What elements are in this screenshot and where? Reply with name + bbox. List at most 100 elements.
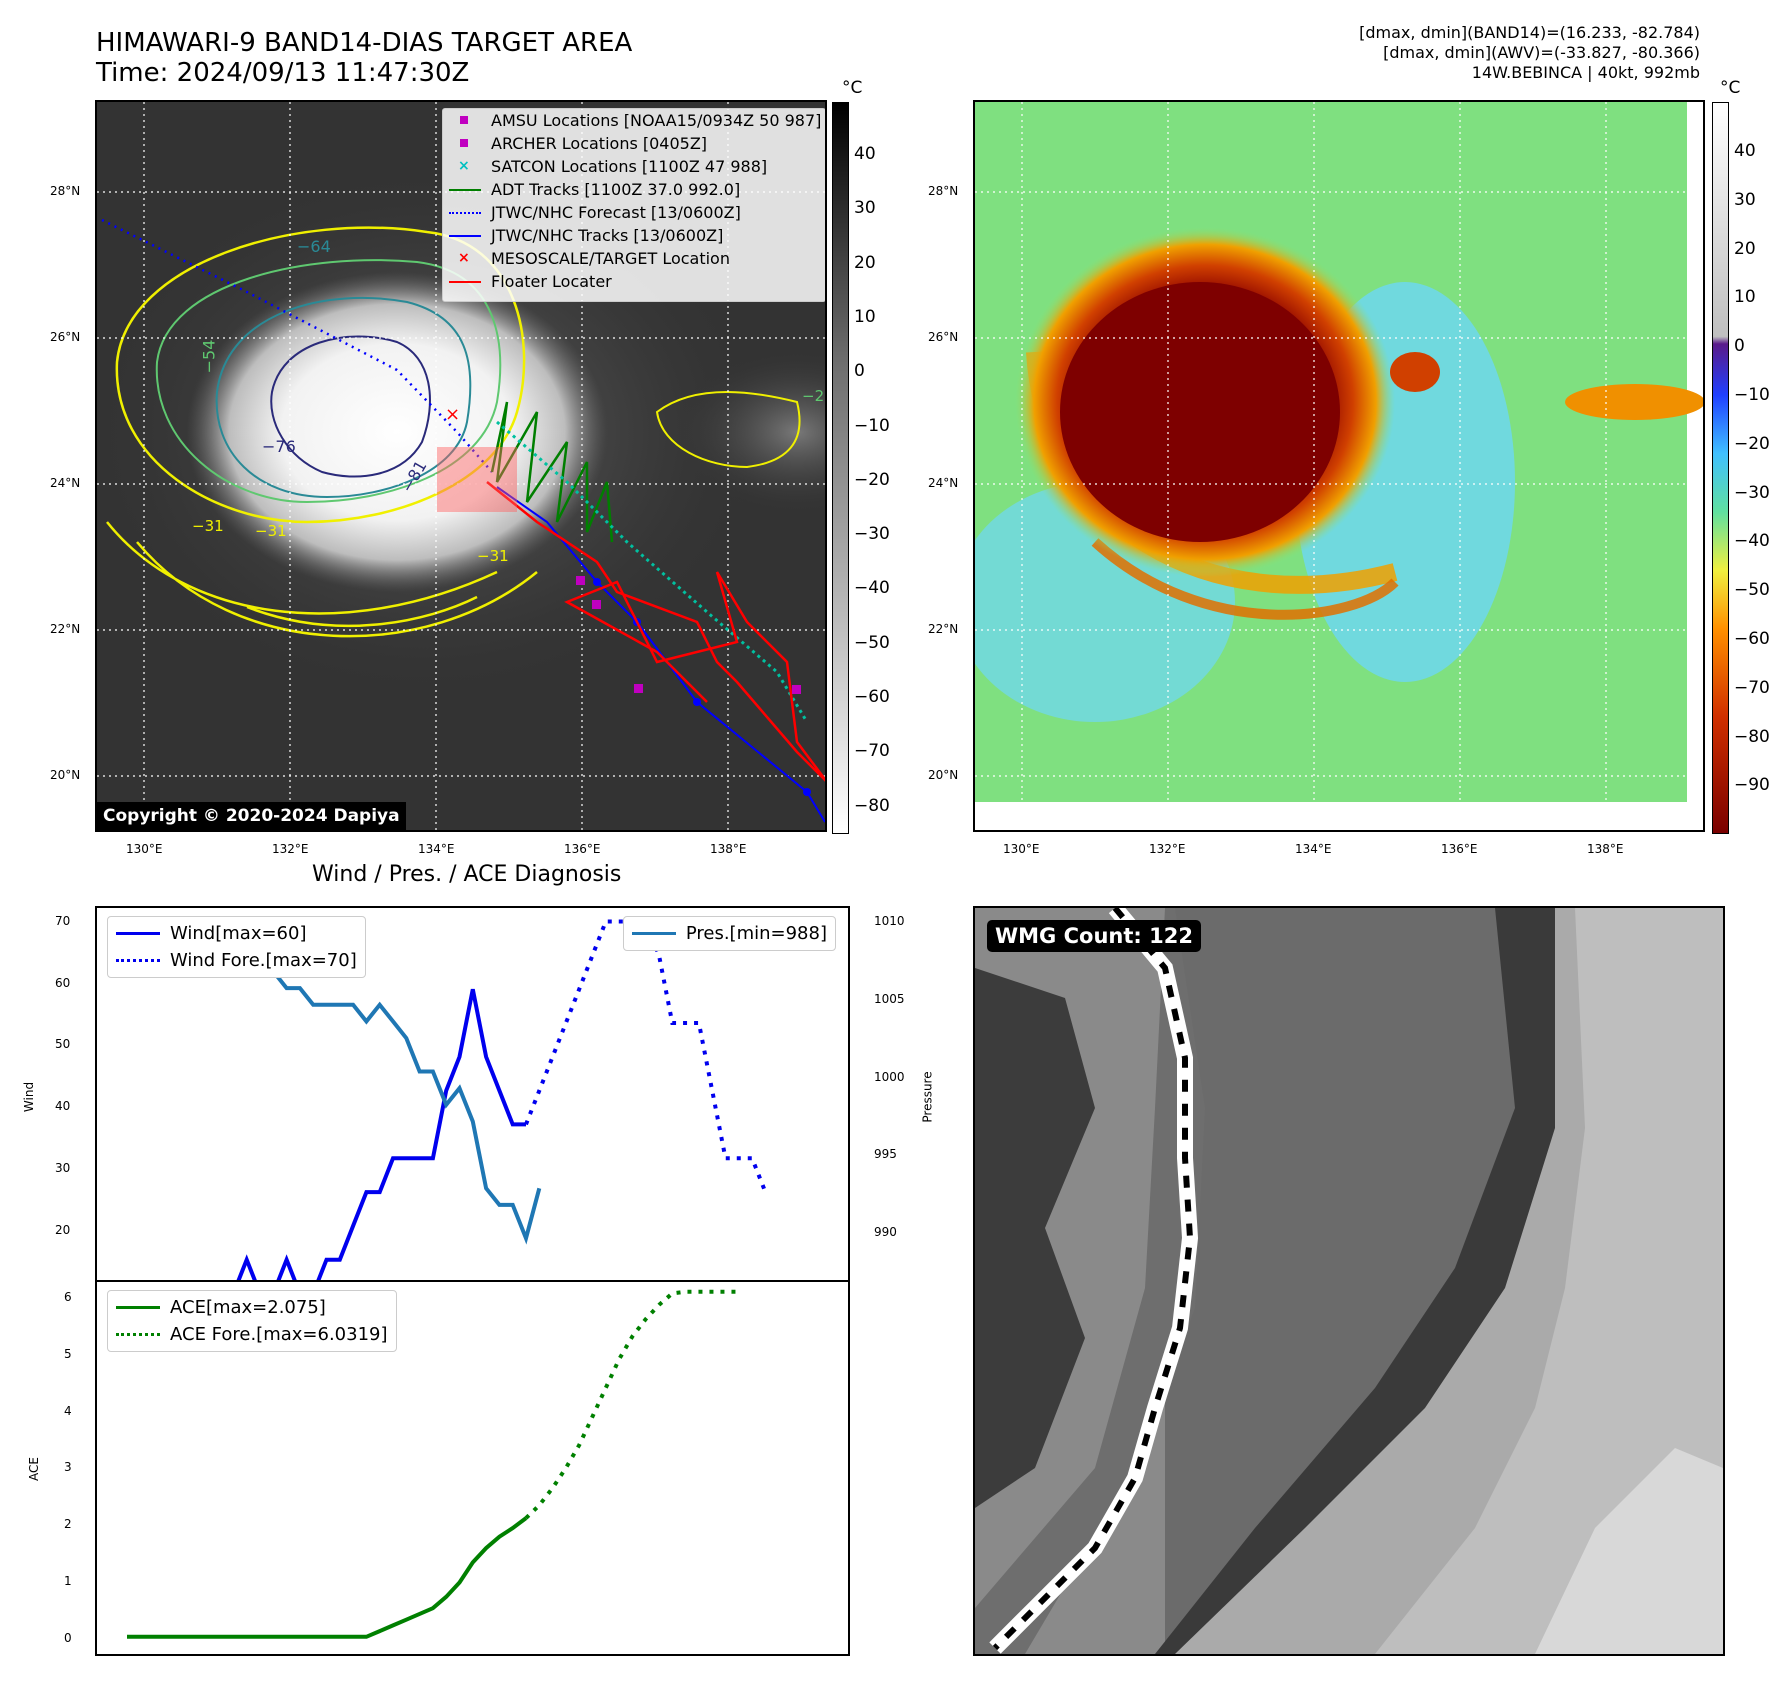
right-colorbar: [1712, 102, 1729, 834]
colorbar-tick: −60: [854, 687, 890, 707]
jtwc-forecast-line: [101, 218, 493, 473]
wmg-svg: [975, 908, 1723, 1654]
lon-tick: 132°E: [1149, 842, 1186, 856]
dotted-line-icon: [449, 212, 481, 214]
lat-tick: 22°N: [928, 622, 959, 636]
colorbar-tick: −10: [854, 415, 890, 436]
wind-tick: 40: [55, 1099, 71, 1114]
contour-label-1: −64: [297, 237, 331, 256]
ace-tick: 5: [64, 1346, 72, 1361]
colorbar-tick: −80: [854, 795, 890, 816]
colorbar-tick: −50: [854, 632, 890, 653]
legend-wind: Wind[max=60]: [116, 920, 357, 947]
amsu-archer-markers: [576, 576, 801, 694]
colorbar-tick: −30: [854, 524, 890, 545]
contour-label-3: −76: [262, 437, 296, 456]
pressure-tick: 1005: [874, 991, 905, 1006]
wind-ylabel: Wind: [22, 1081, 37, 1113]
satcon-track: [496, 420, 809, 723]
left-colorbar-unit: °C: [842, 78, 863, 98]
contour-minus31: [115, 226, 526, 524]
line-icon: [116, 932, 160, 935]
square-icon: [460, 139, 468, 147]
line-dot-icon: [449, 235, 481, 237]
lat-tick: 26°N: [928, 330, 959, 344]
colorbar-tick: 30: [854, 198, 876, 219]
line-icon: [116, 1306, 160, 1309]
wind-tick: 60: [55, 975, 71, 990]
legend-target: × MESOSCALE/TARGET Location: [458, 249, 730, 268]
line-icon: [449, 281, 481, 283]
diag-title: Wind / Pres. / ACE Diagnosis: [312, 862, 622, 887]
lat-tick: 28°N: [928, 184, 959, 198]
wind-tick: 20: [55, 1222, 71, 1237]
legend-ace-fore: ACE Fore.[max=6.0319]: [116, 1321, 388, 1348]
wind-legend: Wind[max=60] Wind Fore.[max=70]: [107, 916, 366, 978]
ace-tick: 6: [64, 1290, 72, 1304]
x-icon: ×: [458, 250, 470, 266]
lon-tick: 130°E: [1003, 842, 1040, 856]
legend-jtwc-forecast: JTWC/NHC Forecast [13/0600Z]: [443, 201, 825, 224]
pressure-legend: Pres.[min=988]: [622, 916, 836, 951]
colorbar-tick: 30: [1734, 189, 1756, 210]
dry-band-inner: [1091, 538, 1399, 620]
contour-label-7: −31: [477, 547, 509, 565]
legend-ace: ACE[max=2.075]: [116, 1294, 388, 1321]
legend-pres: Pres.[min=988]: [631, 920, 827, 947]
colorbar-tick: −90: [1734, 775, 1770, 796]
contour-east: [655, 391, 801, 469]
lat-tick: 28°N: [50, 184, 81, 198]
colorbar-tick: 10: [1734, 287, 1756, 308]
wmg-count-label: WMG Count: 122: [987, 920, 1201, 952]
left-map-panel: × −64 −54 −76 −81 −31 −31 −31 −2 AMSU Lo…: [95, 100, 827, 832]
lon-tick: 136°E: [564, 842, 601, 856]
dotted-line-icon: [116, 1333, 160, 1336]
lon-tick: 134°E: [418, 842, 455, 856]
contour-minus64: [215, 296, 472, 499]
pressure-tick: 1010: [874, 914, 905, 928]
left-map-legend: AMSU Locations [NOAA15/0934Z 50 987] ARC…: [442, 108, 825, 302]
ace-forecast-line: [524, 1289, 739, 1520]
colorbar-tick: 0: [854, 361, 865, 382]
lat-tick: 22°N: [50, 622, 81, 636]
dry-patch-east: [1565, 384, 1703, 420]
adt-track-line: [490, 401, 614, 543]
colorbar-tick: 40: [1734, 141, 1756, 161]
ace-panel: ACE[max=2.075] ACE Fore.[max=6.0319]: [95, 1280, 850, 1656]
contour-label-5: −31: [192, 517, 224, 535]
colorbar-tick: 40: [854, 144, 876, 164]
wmg-dark-west: [975, 968, 1095, 1508]
wind-forecast-line: [524, 919, 768, 1193]
target-area-box: [437, 447, 517, 512]
wind-tick: 70: [55, 914, 71, 928]
right-colorbar-unit: °C: [1720, 78, 1741, 98]
ace-tick: 1: [64, 1574, 72, 1588]
line-icon: [631, 932, 676, 935]
colorbar-tick: −10: [1734, 385, 1770, 405]
lon-tick: 132°E: [272, 842, 309, 856]
contour-minus76: [270, 335, 431, 478]
colorbar-tick: −30: [1734, 482, 1770, 503]
wmg-lighter-east: [1375, 908, 1723, 1654]
colorbar-tick: 20: [854, 252, 876, 273]
wmg-black-line: [992, 908, 1194, 1651]
colorbar-tick: 10: [854, 306, 876, 327]
lon-tick: 134°E: [1295, 842, 1332, 856]
legend-floater: Floater Locater: [443, 270, 825, 293]
ace-svg: [127, 1289, 739, 1639]
target-x-marker: ×: [445, 404, 460, 425]
lon-tick: 136°E: [1441, 842, 1478, 856]
dmax-band14: [dmax, dmin](BAND14)=(16.233, -82.784): [1359, 23, 1700, 42]
colorbar-tick: −70: [1734, 677, 1770, 698]
floater-locater-line: [486, 481, 825, 782]
colorbar-tick: −40: [1734, 531, 1770, 552]
line-icon: [449, 189, 481, 191]
right-map-svg: [975, 102, 1703, 830]
wmg-panel: WMG Count: 122: [973, 906, 1725, 1656]
figure-title-line2: Time: 2024/09/13 11:47:30Z: [96, 58, 470, 88]
legend-jtwc-track: JTWC/NHC Tracks [13/0600Z]: [443, 224, 825, 247]
ace-tick: 2: [64, 1517, 72, 1532]
legend-archer: ARCHER Locations [0405Z]: [443, 132, 825, 155]
wind-tick: 50: [55, 1037, 71, 1052]
colorbar-tick: −70: [854, 741, 890, 762]
